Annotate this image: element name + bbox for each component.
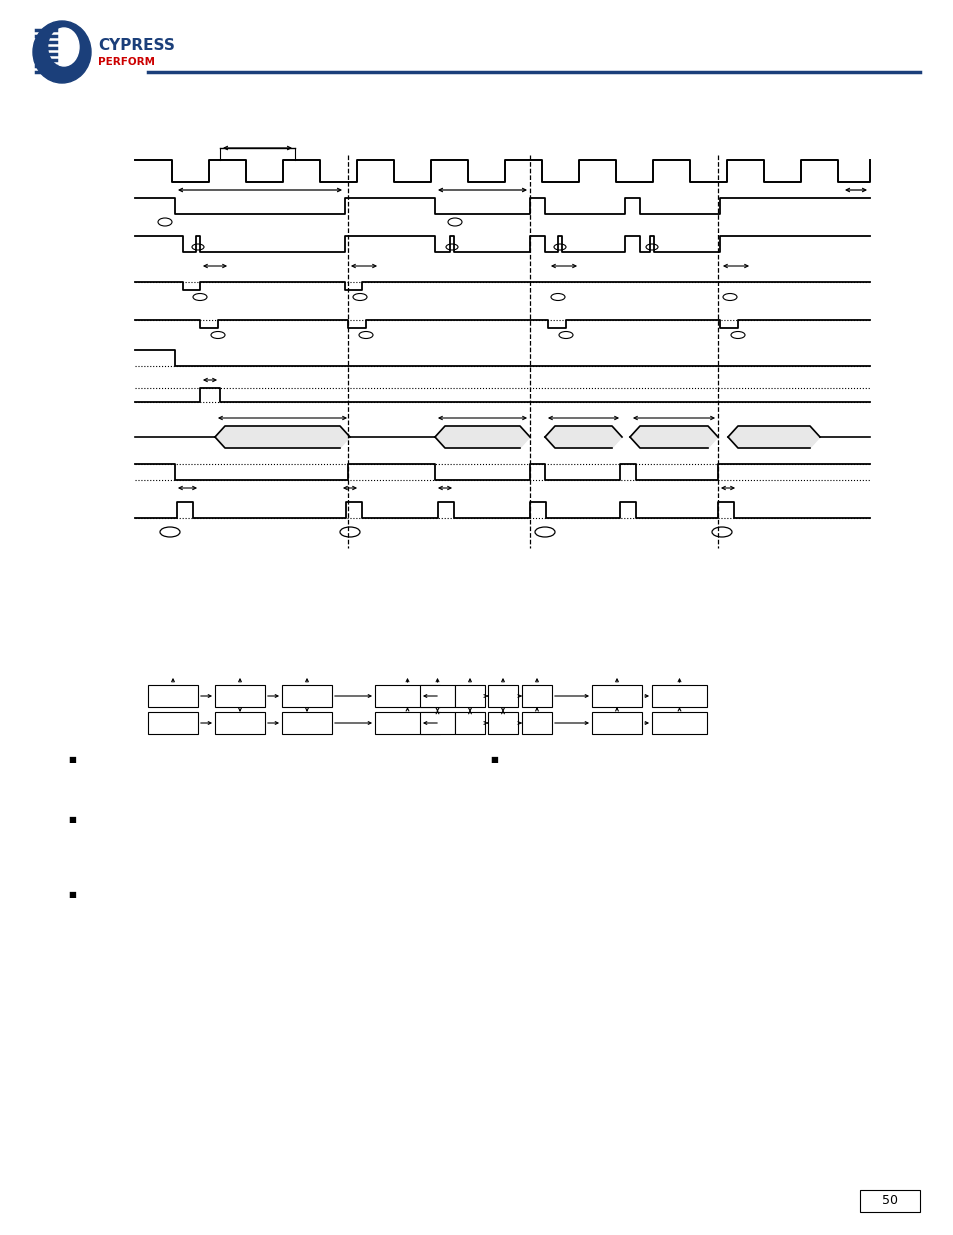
Polygon shape xyxy=(629,426,718,448)
Polygon shape xyxy=(214,426,350,448)
Bar xyxy=(214,685,265,706)
Bar xyxy=(214,713,265,734)
Polygon shape xyxy=(727,426,820,448)
Bar xyxy=(148,685,198,706)
Bar xyxy=(375,713,439,734)
Ellipse shape xyxy=(33,21,91,83)
Bar xyxy=(419,713,455,734)
Bar xyxy=(651,685,706,706)
Polygon shape xyxy=(544,426,621,448)
Bar xyxy=(859,1191,919,1212)
Bar xyxy=(455,713,484,734)
Polygon shape xyxy=(435,426,530,448)
Text: 50: 50 xyxy=(882,1194,897,1208)
Bar xyxy=(488,685,517,706)
Bar xyxy=(488,713,517,734)
Text: ■: ■ xyxy=(68,755,76,764)
Bar xyxy=(592,685,641,706)
Bar xyxy=(375,685,439,706)
Bar xyxy=(455,685,484,706)
Bar xyxy=(282,713,332,734)
Text: ■: ■ xyxy=(68,815,76,824)
Text: ■: ■ xyxy=(68,890,76,899)
Text: ■: ■ xyxy=(490,755,497,764)
Bar xyxy=(148,713,198,734)
Bar xyxy=(521,685,552,706)
Bar xyxy=(521,713,552,734)
Text: PERFORM: PERFORM xyxy=(98,57,154,67)
Bar xyxy=(419,685,455,706)
Bar xyxy=(651,713,706,734)
Bar xyxy=(282,685,332,706)
Text: CYPRESS: CYPRESS xyxy=(98,38,174,53)
Ellipse shape xyxy=(49,28,79,65)
Bar xyxy=(592,713,641,734)
